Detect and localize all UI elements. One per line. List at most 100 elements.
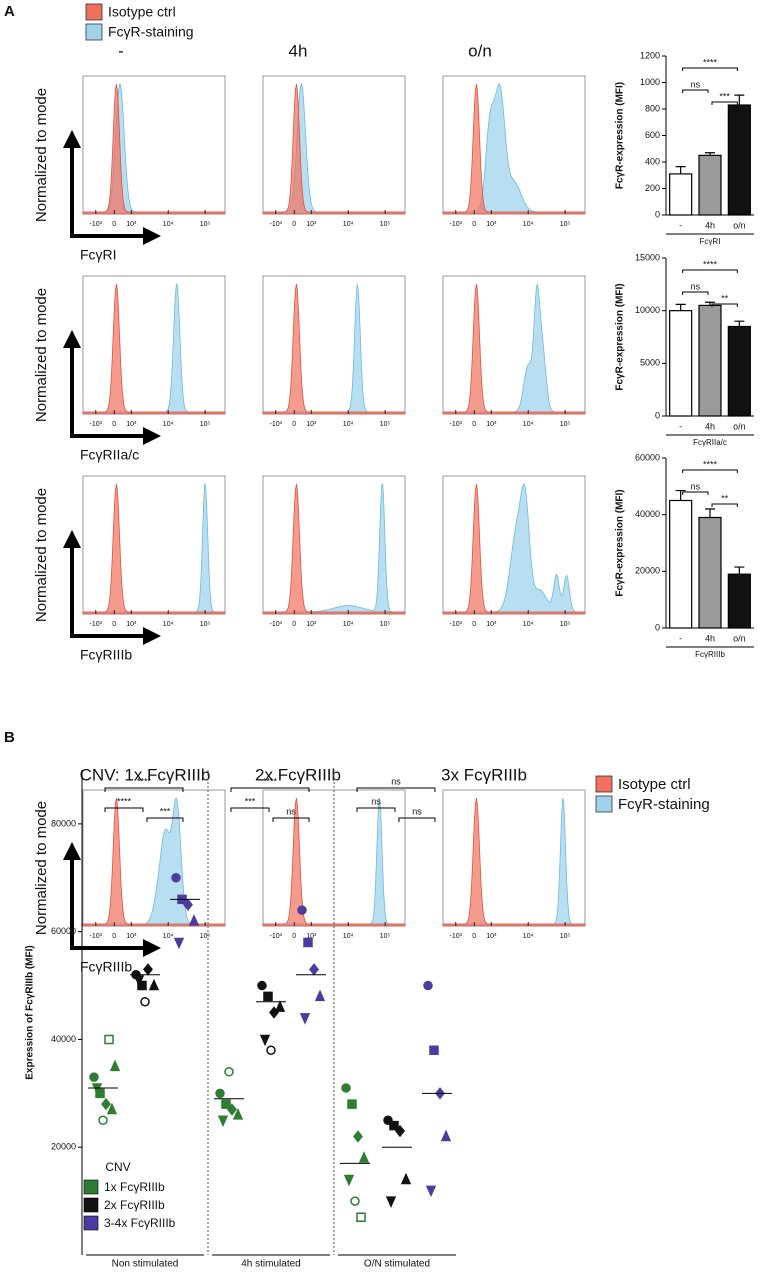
data-point bbox=[217, 1115, 229, 1128]
hist-tick-label: 10³ bbox=[126, 933, 137, 940]
hist-tick-label: 10³ bbox=[126, 221, 137, 228]
significance-bracket bbox=[104, 807, 144, 812]
significance-bracket bbox=[146, 817, 184, 822]
hist-tick-label: 0 bbox=[112, 933, 116, 940]
isotype-histogram bbox=[82, 797, 226, 927]
significance-label: **** bbox=[703, 259, 718, 269]
data-point bbox=[440, 1129, 452, 1142]
data-point bbox=[341, 1083, 351, 1093]
error-bar bbox=[705, 508, 715, 518]
bar bbox=[727, 104, 751, 216]
bar bbox=[698, 154, 722, 216]
significance-label: *** bbox=[245, 796, 256, 806]
data-point bbox=[140, 996, 150, 1007]
data-point bbox=[143, 963, 153, 976]
data-point bbox=[314, 989, 326, 1002]
significance-bracket bbox=[272, 817, 310, 822]
hist-tick-label: 10³ bbox=[486, 621, 497, 628]
data-point bbox=[425, 1185, 437, 1198]
significance-bracket bbox=[682, 491, 709, 495]
hist-tick-label: 0 bbox=[292, 421, 296, 428]
x-axis-label: FcγRI bbox=[80, 247, 117, 263]
hist-tick-label: 10⁴ bbox=[523, 621, 534, 628]
x-tick-label: Non stimulated bbox=[112, 1259, 179, 1270]
arrow-head bbox=[63, 530, 81, 548]
legend-label: Isotype ctrl bbox=[108, 4, 176, 20]
column-title: - bbox=[118, 41, 124, 60]
data-point bbox=[309, 963, 319, 976]
column-title: 2x FcγRIIIb bbox=[255, 765, 341, 784]
hist-tick-label: 10⁵ bbox=[560, 933, 571, 940]
hist-tick-label: 0 bbox=[472, 621, 476, 628]
arrow-head bbox=[143, 939, 161, 957]
hist-tick-label: 10³ bbox=[486, 221, 497, 228]
data-point bbox=[104, 1034, 114, 1045]
legend-swatch bbox=[83, 1179, 99, 1195]
significance-label: ns bbox=[691, 79, 701, 89]
hist-tick-label: 10³ bbox=[486, 421, 497, 428]
error-bar bbox=[705, 301, 715, 306]
hist-tick-label: 10⁴ bbox=[163, 621, 174, 628]
hist-tick-label: 10⁵ bbox=[380, 421, 391, 428]
hist-tick-label: 10⁵ bbox=[200, 621, 211, 628]
histogram-frame bbox=[262, 275, 406, 415]
hist-tick-label: 10⁵ bbox=[200, 421, 211, 428]
x-tick-label: 4h bbox=[705, 220, 715, 230]
histogram-frame bbox=[442, 275, 586, 415]
x-tick-label: o/n bbox=[733, 633, 746, 643]
hist-tick-label: 10⁵ bbox=[560, 421, 571, 428]
data-point bbox=[224, 1067, 234, 1077]
hist-tick-label: 10⁵ bbox=[380, 933, 391, 940]
significance-label: ns bbox=[286, 806, 296, 816]
data-point bbox=[343, 1174, 355, 1187]
hist-tick-label: 10⁴ bbox=[523, 421, 534, 428]
legend-title: CNV bbox=[105, 1160, 130, 1174]
y-tick-label: 20000 bbox=[635, 566, 660, 576]
hist-tick-label: 10⁴ bbox=[343, 621, 354, 628]
significance-label: **** bbox=[703, 459, 718, 469]
significance-bracket bbox=[230, 787, 310, 792]
hist-tick-label: 10⁴ bbox=[163, 221, 174, 228]
isotype-histogram bbox=[262, 483, 406, 615]
data-point bbox=[353, 1130, 363, 1143]
bar bbox=[698, 304, 722, 417]
data-point bbox=[395, 1124, 405, 1138]
hist-tick-label: 10⁴ bbox=[523, 221, 534, 228]
arrow-head bbox=[63, 330, 81, 348]
x-tick-label: - bbox=[679, 421, 682, 431]
hist-tick-label: -10³ bbox=[270, 933, 283, 940]
legend-swatch bbox=[85, 3, 103, 21]
legend-swatch bbox=[83, 1197, 99, 1213]
legend-swatch bbox=[83, 1215, 99, 1231]
x-axis-label: FcγRIIIb bbox=[80, 959, 132, 975]
data-point bbox=[133, 975, 145, 988]
data-point bbox=[263, 991, 273, 1002]
significance-bracket bbox=[682, 89, 709, 93]
error-bar bbox=[675, 166, 686, 174]
significance-bracket bbox=[711, 101, 738, 105]
error-bar bbox=[734, 94, 745, 106]
hist-tick-label: -10³ bbox=[90, 933, 103, 940]
y-axis-label: FcγR-expression (MFI) bbox=[615, 489, 626, 596]
hist-tick-label: 10⁵ bbox=[200, 933, 211, 940]
significance-bracket bbox=[356, 787, 436, 792]
significance-label: **** bbox=[263, 776, 278, 786]
legend-swatch bbox=[595, 795, 613, 813]
data-point bbox=[347, 1099, 357, 1109]
y-tick-label: 20000 bbox=[51, 1142, 76, 1152]
data-point bbox=[400, 1172, 412, 1185]
significance-label: **** bbox=[137, 776, 152, 786]
y-tick-label: 800 bbox=[645, 103, 660, 113]
column-title: 4h bbox=[289, 41, 308, 60]
x-axis-label: FcγRIIIb bbox=[695, 650, 725, 659]
hist-tick-label: 10³ bbox=[306, 621, 317, 628]
data-point bbox=[385, 1196, 397, 1208]
data-point bbox=[389, 1120, 399, 1131]
column-title: CNV: 1x FcγRIIIb bbox=[80, 765, 211, 784]
legend-swatch bbox=[595, 775, 613, 793]
hist-tick-label: 0 bbox=[292, 933, 296, 940]
y-tick-label: 60000 bbox=[635, 452, 660, 462]
y-axis-label: Expression of FcγRIIIb (MFI) bbox=[25, 945, 36, 1079]
histogram-frame bbox=[262, 75, 406, 215]
